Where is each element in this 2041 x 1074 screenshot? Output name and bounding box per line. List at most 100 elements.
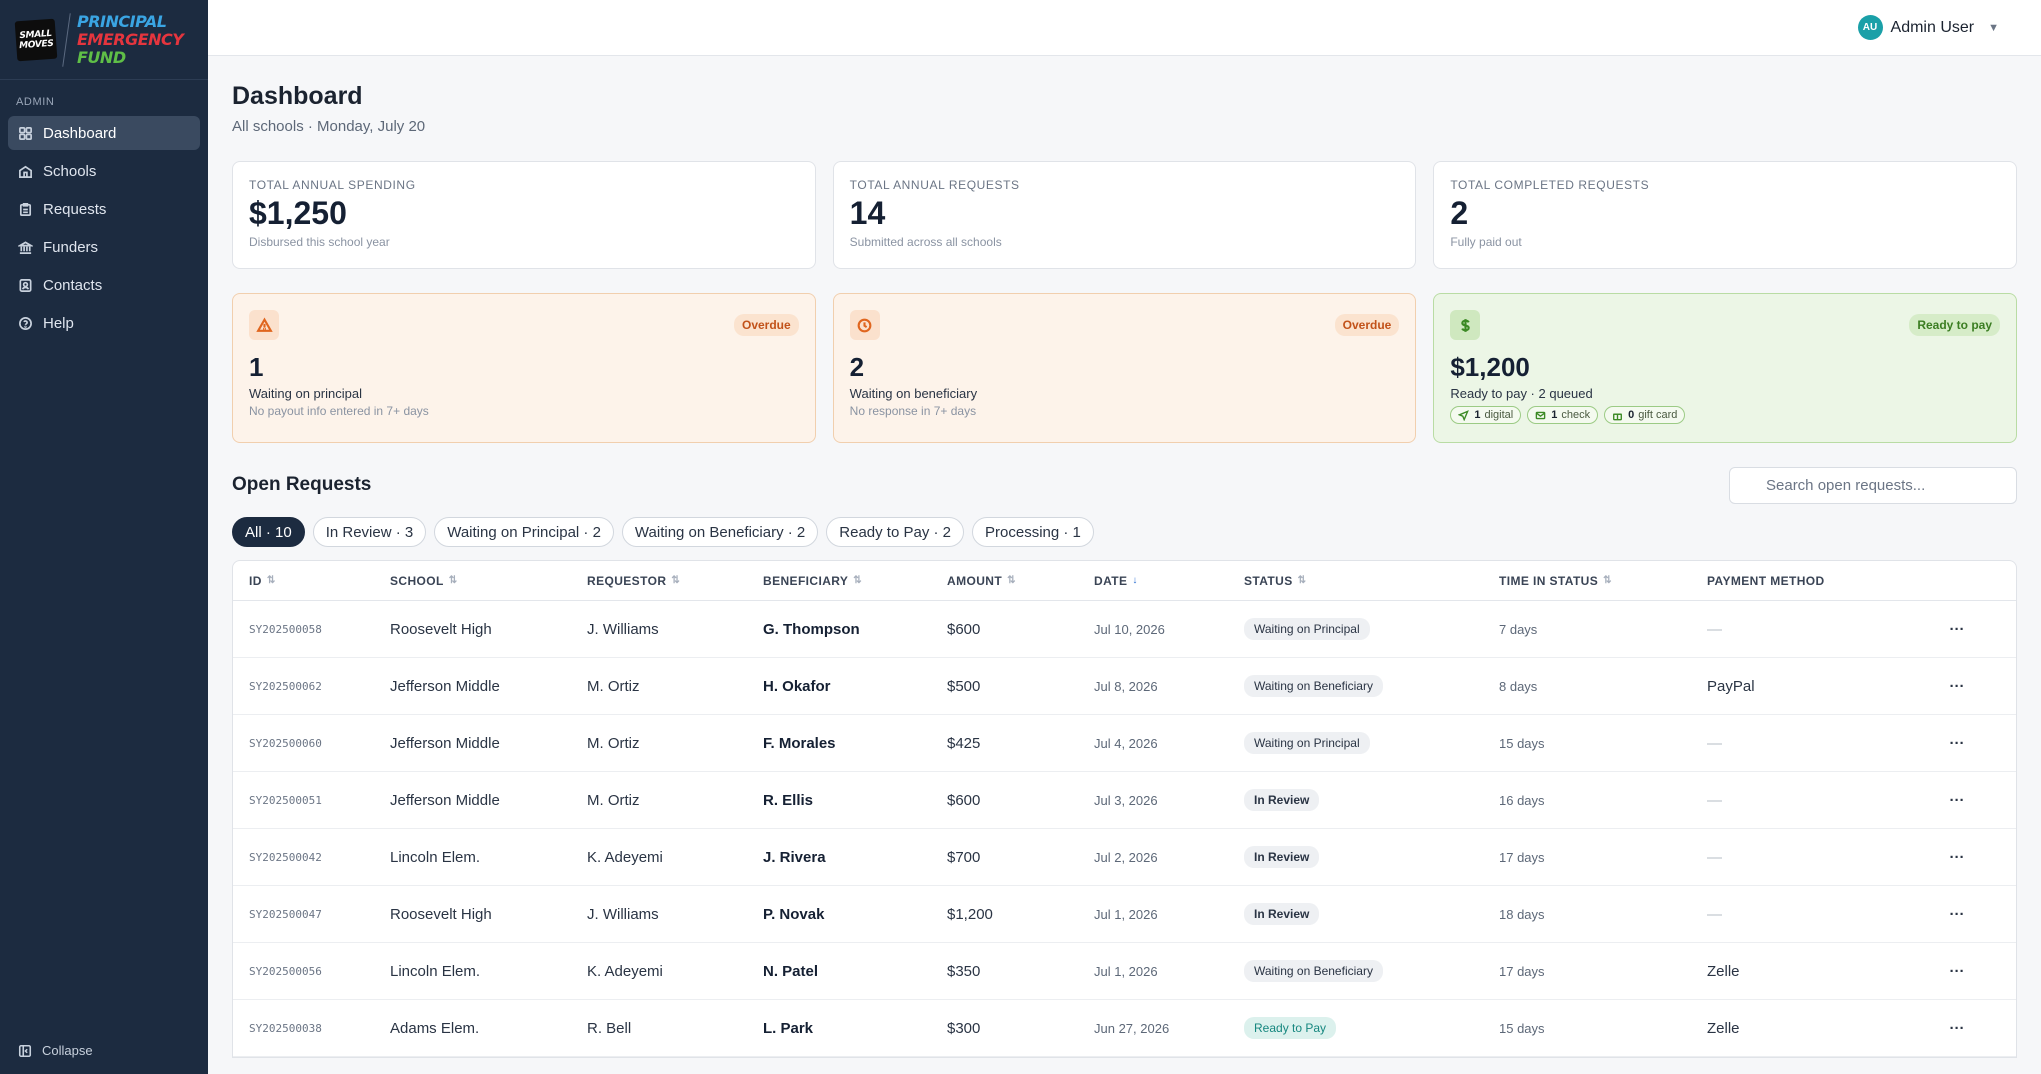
sidebar-item-help[interactable]: Help [8, 306, 200, 340]
stat-sub: Submitted across all schools [849, 235, 1002, 249]
sidebar-item-dashboard[interactable]: Dashboard [8, 116, 200, 150]
alert-card-waiting-principal[interactable]: Overdue 1 Waiting on principal No payout… [232, 293, 816, 443]
warning-icon [255, 317, 273, 332]
table-row[interactable]: SY202500051 Jefferson Middle M. Ortiz R. El… [233, 772, 2016, 829]
chip-gift-card[interactable]: 0 gift card [1604, 406, 1686, 424]
stat-card-spending: TOTAL ANNUAL SPENDING $1,250 Disbursed t… [232, 161, 816, 269]
sidebar-item-label: Help [43, 314, 74, 332]
user-name: Admin User [1890, 18, 1975, 36]
row-actions-button[interactable]: ··· [1949, 734, 1965, 752]
table-row[interactable]: SY202500062 Jefferson Middle M. Ortiz H. Ok… [233, 658, 2016, 715]
column-header-time-in-status[interactable]: TIME IN STATUS ⇅ [1499, 574, 1707, 588]
sidebar-item-label: Schools [43, 162, 97, 180]
chevron-down-icon: ▼ [1988, 21, 1999, 34]
table-row[interactable]: SY202500056 Lincoln Elem. K. Adeyemi N. Pat… [233, 943, 2016, 1000]
cell-status: Waiting on Beneficiary [1244, 960, 1499, 982]
column-header-amount[interactable]: AMOUNT ⇅ [947, 574, 1094, 588]
row-actions-button[interactable]: ··· [1949, 962, 1965, 980]
alert-card-ready-to-pay[interactable]: Ready to pay $1,200 Ready to pay · 2 que… [1433, 293, 2018, 443]
row-actions-button[interactable]: ··· [1949, 791, 1965, 809]
alert-card-waiting-beneficiary[interactable]: Overdue 2 Waiting on beneficiary No resp… [832, 293, 1417, 443]
sort-icon: ⇅ [1297, 575, 1307, 586]
cell-requestor: K. Adeyemi [587, 962, 663, 980]
stat-sub: Disbursed this school year [249, 235, 390, 249]
alert-icon-box [1450, 310, 1481, 340]
sort-desc-icon: ↓ [1132, 575, 1138, 586]
sidebar-section-label: ADMIN [16, 96, 55, 108]
column-label: REQUESTOR [587, 573, 667, 588]
alert-title: Ready to pay · 2 queued [1450, 386, 1593, 401]
chip-check[interactable]: 1 check [1527, 406, 1599, 424]
cell-time-in-status: 17 days [1499, 849, 1545, 865]
cell-status: Waiting on Beneficiary [1244, 675, 1499, 697]
sidebar-item-requests[interactable]: Requests [8, 192, 200, 226]
sort-icon: ⇅ [1603, 575, 1612, 586]
sort-icon: ⇅ [671, 575, 681, 586]
row-actions-button[interactable]: ··· [1949, 848, 1965, 866]
status-badge: In Review [1244, 903, 1320, 925]
status-filters: All · 10 In Review · 3 Waiting on Princi… [232, 517, 2017, 547]
table-row[interactable]: SY202500060 Jefferson Middle M. Ortiz F. Mo… [233, 715, 2016, 772]
stat-value: 2 [1450, 195, 1469, 231]
column-header-date[interactable]: DATE ↓ [1094, 574, 1244, 588]
filter-in-review[interactable]: In Review · 3 [312, 517, 427, 547]
column-label: ID [249, 573, 262, 588]
cell-status: Ready to Pay [1244, 1017, 1499, 1039]
filter-ready-to-pay[interactable]: Ready to Pay · 2 [826, 517, 965, 547]
alert-icon-box [849, 310, 880, 340]
sidebar-item-schools[interactable]: Schools [8, 154, 200, 188]
cell-amount: $700 [947, 848, 981, 866]
cell-amount: $425 [947, 734, 981, 752]
alert-value: 2 [849, 352, 865, 382]
table-row[interactable]: SY202500042 Lincoln Elem. K. Adeyemi J. Riv… [233, 829, 2016, 886]
stat-card-requests: TOTAL ANNUAL REQUESTS 14 Submitted acros… [832, 161, 1417, 269]
sidebar-item-contacts[interactable]: Contacts [8, 268, 200, 302]
cell-time-in-status: 15 days [1499, 735, 1545, 751]
page-title: Dashboard [232, 82, 363, 110]
sidebar-item-funders[interactable]: Funders [8, 230, 200, 264]
column-label: SCHOOL [390, 573, 444, 588]
overdue-badge: Overdue [1334, 314, 1400, 336]
row-actions-button[interactable]: ··· [1949, 677, 1965, 695]
cell-school: Lincoln Elem. [390, 848, 481, 866]
cell-time-in-status: 18 days [1499, 906, 1545, 922]
alert-title: Waiting on principal [249, 386, 362, 401]
status-badge: Waiting on Principal [1244, 618, 1370, 640]
table-row[interactable]: SY202500047 Roosevelt High J. Williams P. N… [233, 886, 2016, 943]
row-actions-button[interactable]: ··· [1949, 905, 1965, 923]
table-row[interactable]: SY202500038 Adams Elem. R. Bell L. Park $300… [233, 1000, 2016, 1057]
column-header-id[interactable]: ID ⇅ [233, 574, 390, 588]
status-badge: In Review [1244, 789, 1320, 811]
collapse-sidebar-button[interactable]: Collapse [18, 1043, 93, 1058]
column-header-requestor[interactable]: REQUESTOR ⇅ [587, 574, 763, 588]
row-actions-button[interactable]: ··· [1949, 1019, 1965, 1037]
cell-school: Adams Elem. [390, 1019, 480, 1037]
filter-processing[interactable]: Processing · 1 [972, 517, 1094, 547]
send-icon [1458, 409, 1470, 421]
cell-date: Jul 4, 2026 [1094, 735, 1158, 751]
row-actions-button[interactable]: ··· [1949, 620, 1965, 638]
school-icon [19, 165, 32, 178]
column-header-school[interactable]: SCHOOL ⇅ [390, 574, 587, 588]
user-menu[interactable]: AU Admin User ▼ [1857, 15, 1999, 40]
cell-payment-method: — [1707, 620, 1722, 638]
column-header-beneficiary[interactable]: BENEFICIARY ⇅ [763, 574, 947, 588]
stat-label: TOTAL ANNUAL SPENDING [249, 178, 416, 192]
search-input[interactable] [1729, 466, 2017, 504]
cell-id: SY202500047 [249, 907, 322, 921]
table-row[interactable]: SY202500058 Roosevelt High J. Williams G. T… [233, 601, 2016, 658]
chip-digital[interactable]: 1 digital [1450, 406, 1522, 424]
cell-school: Lincoln Elem. [390, 962, 481, 980]
chip-label: check [1561, 409, 1591, 421]
brand-logo[interactable]: SMALL MOVES PRINCIPAL EMERGENCY FUND [0, 0, 208, 80]
page-subtitle: All schools · Monday, July 20 [232, 118, 426, 135]
filter-waiting-beneficiary[interactable]: Waiting on Beneficiary · 2 [621, 517, 819, 547]
column-header-status[interactable]: STATUS ⇅ [1244, 574, 1499, 588]
cell-id: SY202500051 [249, 793, 322, 807]
logo-box-line2: MOVES [18, 38, 54, 51]
requests-table: ID ⇅ SCHOOL ⇅ REQUESTOR ⇅ BENEFICIARY ⇅ AMOU… [232, 560, 2017, 1058]
filter-all[interactable]: All · 10 [232, 517, 305, 547]
cell-beneficiary: H. Okafor [763, 677, 831, 695]
cell-id: SY202500056 [249, 964, 322, 978]
filter-waiting-principal[interactable]: Waiting on Principal · 2 [434, 517, 614, 547]
